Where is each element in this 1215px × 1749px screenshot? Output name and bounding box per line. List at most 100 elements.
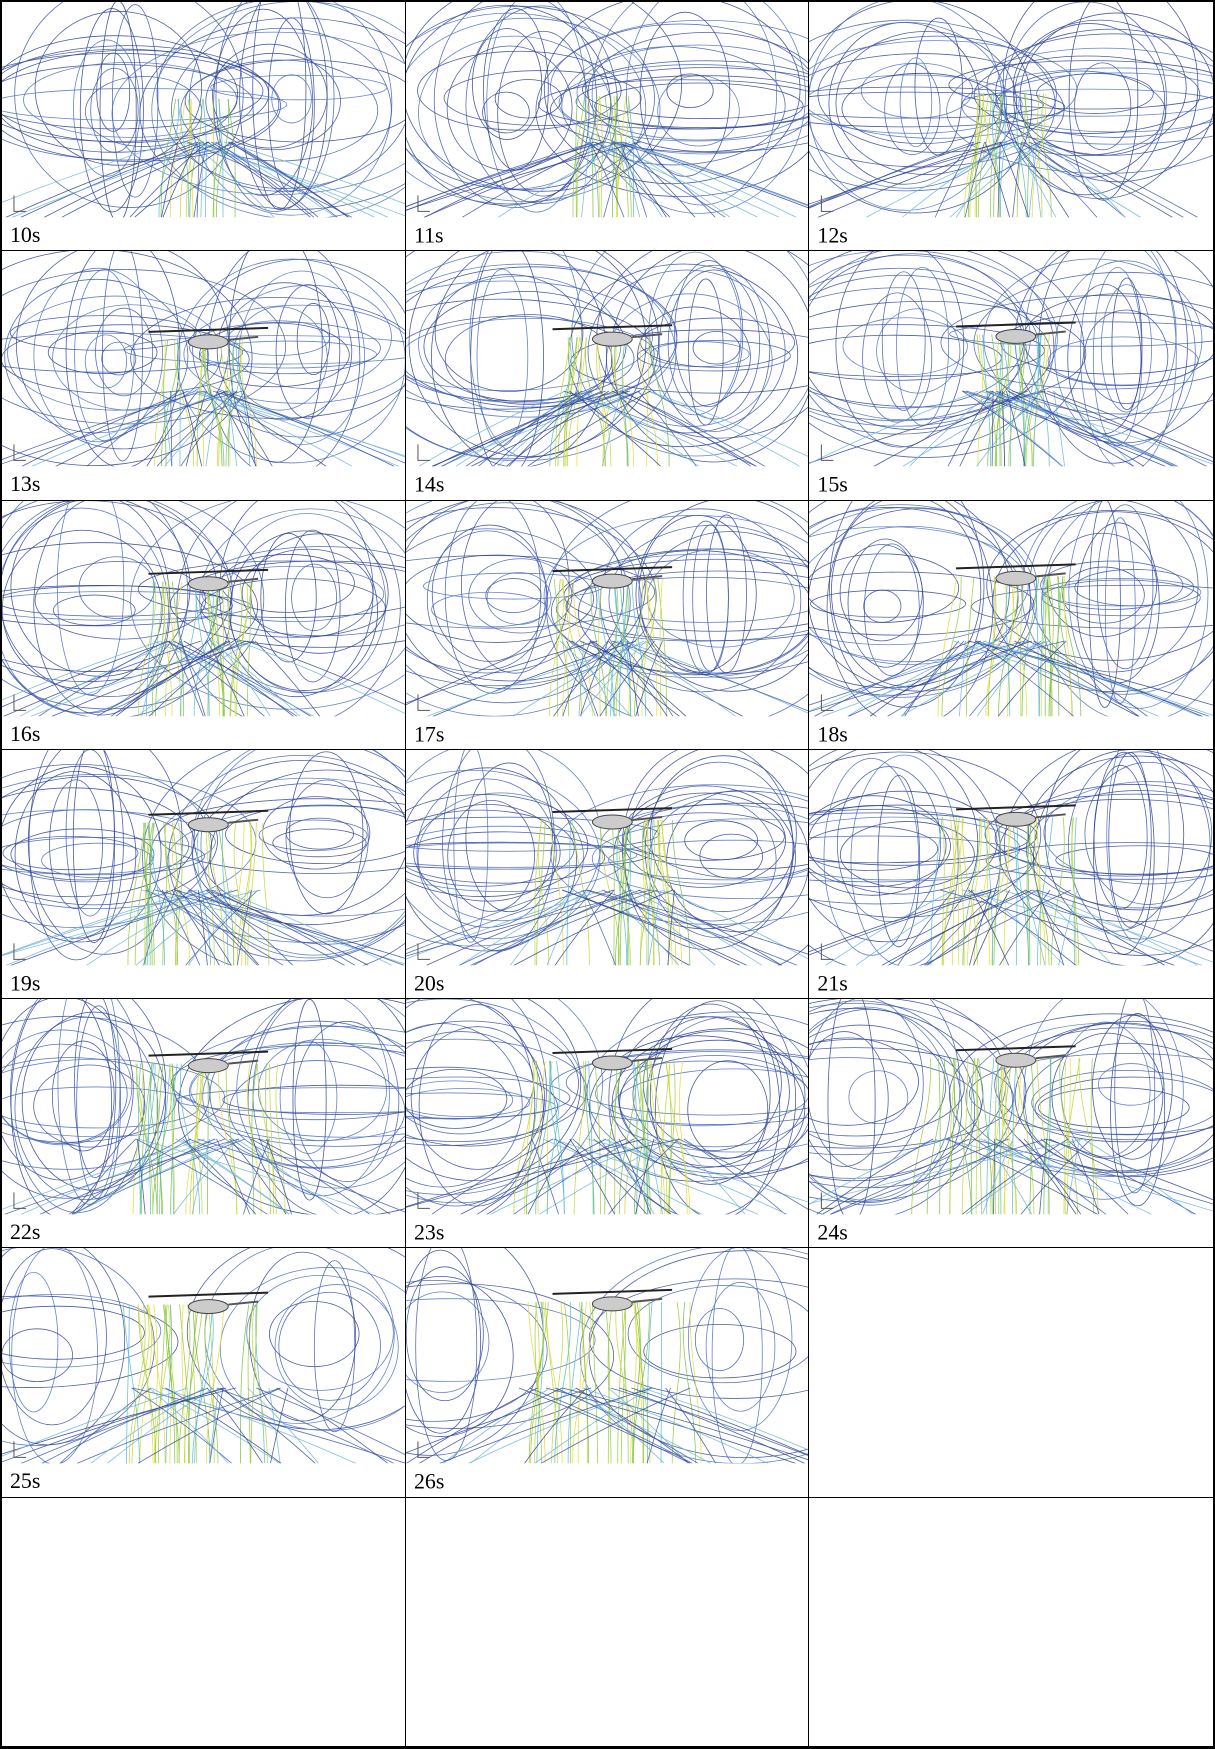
- fan-line: [826, 890, 955, 965]
- fan-line: [623, 641, 809, 716]
- streamline-image: 25s: [2, 1248, 405, 1496]
- rotor: [149, 328, 269, 332]
- streamlines: [2, 2, 405, 222]
- time-label: 12s: [818, 222, 848, 247]
- vortex-line: [2, 1249, 106, 1425]
- vortex-line: [809, 507, 1037, 661]
- downwash-line: [207, 1064, 208, 1215]
- vortex-line: [406, 1248, 543, 1455]
- vortex-line: [650, 342, 749, 367]
- label-band: [406, 965, 809, 998]
- streamline-image: 26s: [406, 1248, 809, 1496]
- vortex-line: [1034, 750, 1213, 966]
- vortex-line: [849, 1071, 908, 1124]
- fuselage: [592, 1056, 632, 1070]
- vortex-line: [700, 834, 763, 878]
- streamlines: [2, 251, 405, 478]
- vortex-line: [809, 54, 1064, 167]
- fan-line: [424, 142, 620, 217]
- panel: 25s: [2, 1248, 406, 1497]
- vortex-line: [230, 530, 378, 690]
- downwash-line: [263, 823, 269, 966]
- vortex-line: [406, 18, 660, 201]
- vortex-line: [596, 251, 808, 438]
- vortex-line: [2, 89, 287, 121]
- streamline-image: 16s: [2, 501, 405, 749]
- vortex-line: [865, 543, 920, 675]
- vortex-line: [485, 578, 540, 612]
- vortex-line: [830, 501, 985, 707]
- panel: 24s: [809, 999, 1213, 1248]
- vortex-line: [2, 1059, 225, 1137]
- vortex-line: [693, 332, 740, 365]
- streamline-image: 14s: [406, 251, 809, 499]
- label-band: [2, 217, 405, 250]
- streamline-image: 17s: [406, 501, 809, 749]
- fan-line: [175, 890, 404, 965]
- downwash-line: [1037, 576, 1040, 716]
- label-band: [2, 1214, 405, 1247]
- streamlines: [809, 999, 1213, 1222]
- axis-triad: [418, 943, 430, 959]
- vortex-line: [185, 60, 404, 142]
- vortex-line: [11, 999, 112, 1217]
- tail: [1036, 573, 1066, 576]
- vortex-line: [577, 45, 809, 140]
- streamline-image: 20s: [406, 750, 809, 998]
- panel: 11s: [406, 2, 810, 251]
- label-band: [406, 1464, 809, 1497]
- axis-triad: [418, 445, 430, 461]
- vortex-line: [550, 20, 808, 154]
- streamlines: [809, 251, 1213, 471]
- fan-line: [219, 391, 395, 466]
- vortex-line: [1081, 251, 1177, 471]
- fuselage: [188, 335, 228, 349]
- fan-line: [431, 1139, 552, 1214]
- vortex-line: [406, 1024, 522, 1188]
- time-label: 20s: [414, 970, 444, 995]
- vortex-line: [42, 843, 154, 877]
- panel: 14s: [406, 251, 810, 500]
- vortex-line: [594, 83, 803, 129]
- vortex-line: [2, 1058, 176, 1143]
- fuselage: [592, 332, 632, 346]
- vortex-line: [1045, 750, 1184, 931]
- vortex-line: [848, 539, 923, 667]
- downwash-line: [622, 1302, 628, 1463]
- streamline-image: 11s: [406, 2, 809, 250]
- vortex-line: [809, 335, 1001, 380]
- time-label: 11s: [414, 222, 444, 247]
- vortex-line: [862, 63, 973, 118]
- label-band: [810, 1215, 1213, 1248]
- fan-line: [948, 391, 993, 466]
- fuselage: [188, 1300, 228, 1314]
- panel: [406, 1498, 810, 1747]
- vortex-line: [695, 1309, 743, 1371]
- rotor: [552, 1290, 672, 1294]
- downwash-line: [998, 1058, 1001, 1214]
- downwash-line: [939, 1058, 941, 1214]
- fan-line: [1002, 890, 1213, 965]
- fan-line: [617, 142, 808, 217]
- downwash-line: [554, 579, 568, 716]
- panel: 21s: [809, 750, 1213, 999]
- vortex-line: [1042, 501, 1213, 722]
- time-label: 22s: [10, 1219, 40, 1244]
- vortex-line: [2, 1307, 144, 1360]
- vortex-line: [1032, 1071, 1213, 1135]
- vortex-line: [809, 254, 1025, 430]
- downwash-line: [604, 1061, 621, 1214]
- vortex-line: [667, 74, 713, 108]
- streamline-image: 19s: [2, 750, 405, 998]
- vortex-line: [568, 264, 797, 447]
- time-label: 19s: [10, 970, 40, 995]
- label-band: [810, 965, 1213, 998]
- vortex-line: [406, 1081, 513, 1119]
- downwash-line: [574, 1061, 584, 1214]
- panel: 23s: [406, 999, 810, 1248]
- vortex-line: [406, 1089, 530, 1117]
- vortex-line: [432, 525, 546, 661]
- rotor: [956, 564, 1076, 568]
- vortex-line: [3, 836, 138, 869]
- vortex-line: [495, 80, 561, 118]
